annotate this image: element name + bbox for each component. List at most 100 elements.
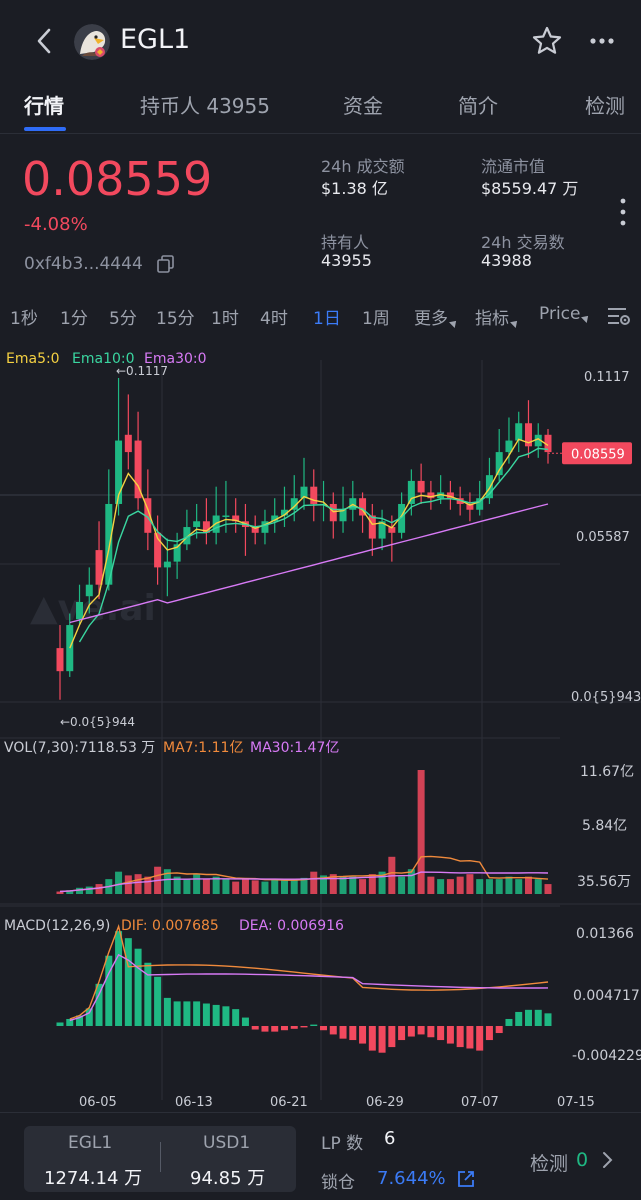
candle (202, 521, 210, 533)
volume-bar (417, 770, 425, 894)
volume-bar (466, 874, 474, 894)
candle (163, 561, 171, 568)
price-chart[interactable]: ▲ve.ai Ema5:0 Ema10:0 Ema30:0←0.1117 ←0.0{5}… (0, 340, 641, 1110)
macd-bar (339, 1026, 347, 1039)
x-tick-label: 07-07 (461, 1095, 499, 1110)
external-link-icon[interactable] (456, 1169, 476, 1189)
quote-amount: 94.85 万 (190, 1168, 266, 1189)
volume-bar (446, 879, 454, 894)
macd-bar (446, 1026, 454, 1044)
stats-more-icon[interactable] (615, 196, 631, 230)
timeframe-15m[interactable]: 15分 (156, 309, 195, 329)
macd-bar (466, 1026, 474, 1049)
candle (212, 515, 220, 533)
timeframe-1d[interactable]: 1日 (313, 309, 341, 329)
copy-icon[interactable] (156, 254, 176, 274)
timeframe-1h[interactable]: 1时 (211, 309, 239, 329)
candle (115, 440, 123, 504)
macd-bar (437, 1026, 445, 1041)
macd-bar (173, 1001, 181, 1026)
macd-bar (515, 1011, 523, 1026)
volume-bar (398, 876, 406, 894)
candle (427, 492, 435, 499)
candle (485, 475, 493, 499)
candle (359, 498, 367, 516)
tab-check[interactable]: 检测 (585, 94, 625, 118)
candle (183, 527, 191, 545)
chart-settings-icon[interactable] (606, 304, 632, 328)
volume-bar (124, 875, 132, 894)
vol-ma30-line (59, 871, 549, 893)
candle (378, 521, 386, 539)
candle (437, 492, 445, 499)
candle (466, 503, 474, 510)
check-label[interactable]: 检测 (530, 1153, 569, 1175)
macd-bar (388, 1026, 396, 1048)
macd-bar (544, 1013, 552, 1026)
volume-bar (232, 881, 240, 894)
top-bar: EGL1 (0, 0, 641, 84)
timeframe-5m[interactable]: 5分 (109, 309, 137, 329)
candle (495, 452, 503, 476)
candle (476, 498, 484, 510)
macd-axis-label: -0.004229 (572, 1048, 641, 1064)
base-symbol: EGL1 (68, 1133, 113, 1153)
volume-bar (310, 871, 318, 894)
vol24h-value: $1.38 亿 (321, 179, 388, 198)
tab-market[interactable]: 行情 (24, 94, 64, 118)
macd-bar (222, 1006, 230, 1026)
tab-funds[interactable]: 资金 (343, 94, 383, 118)
candle (251, 527, 259, 533)
timeframe-1w[interactable]: 1周 (362, 309, 390, 329)
volume-bar (241, 879, 249, 894)
indicators-dropdown[interactable]: 指标 (475, 304, 520, 329)
macd-bar (505, 1018, 513, 1026)
candle (144, 498, 152, 533)
candle (173, 544, 181, 562)
candle (456, 498, 464, 504)
more-options-icon[interactable] (586, 30, 620, 52)
timeframe-1m[interactable]: 1分 (60, 309, 88, 329)
candle (446, 492, 454, 499)
macd-bar (124, 938, 132, 1026)
dif-line (69, 924, 549, 1020)
macd-bar (115, 931, 123, 1026)
volume-bar (524, 876, 532, 894)
lp-value: 6 (384, 1128, 396, 1149)
candle (534, 434, 542, 447)
price-type-dropdown[interactable]: Price (539, 304, 592, 324)
macd-bar (524, 1009, 532, 1026)
candle (76, 601, 84, 620)
lock-value[interactable]: 7.644% (377, 1168, 446, 1189)
timeframe-1s[interactable]: 1秒 (10, 309, 38, 329)
vol-legend: VOL(7,30):7118.53 万 (4, 740, 155, 756)
tab-intro[interactable]: 简介 (458, 94, 498, 118)
chevron-right-icon[interactable] (600, 1150, 616, 1170)
candle (398, 503, 406, 533)
more-timeframes-dropdown[interactable]: 更多 (414, 304, 459, 329)
candle (232, 515, 240, 522)
candle (505, 440, 513, 453)
macd-bar (134, 948, 142, 1026)
macd-bar (300, 1026, 308, 1028)
tab-holders[interactable]: 持币人 43955 (140, 94, 270, 118)
back-chevron-icon[interactable] (30, 24, 60, 58)
candle (280, 509, 288, 516)
volume-bar (163, 869, 171, 894)
quote-symbol: USD1 (203, 1133, 251, 1153)
favorite-star-icon[interactable] (530, 24, 564, 58)
last-price-tag (562, 442, 632, 465)
indicators-label: 指标 (475, 309, 509, 329)
price-axis-label: 0.1117 (584, 370, 630, 385)
timeframe-4h[interactable]: 4时 (260, 309, 288, 329)
macd-bar (76, 1015, 84, 1026)
volume-bar (339, 876, 347, 894)
volume-bar (222, 879, 230, 894)
macd-bar (427, 1026, 435, 1038)
candle (388, 527, 396, 533)
more-label: 更多 (414, 309, 448, 329)
macd-bar (398, 1026, 406, 1041)
corner-triangle-icon (449, 318, 459, 328)
candle (271, 515, 279, 522)
volume-bar (56, 891, 64, 894)
